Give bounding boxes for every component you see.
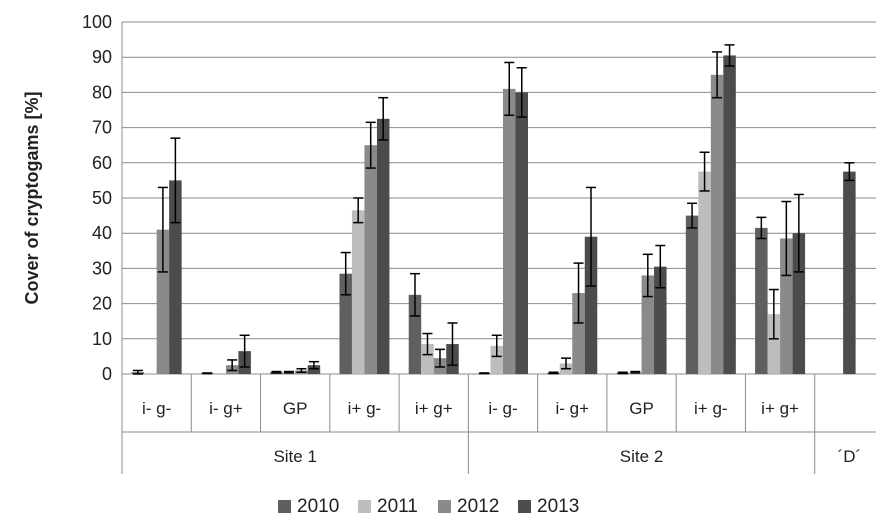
bar	[376, 118, 390, 374]
legend-label: 2011	[377, 496, 418, 517]
y-tick-label: 30	[92, 258, 112, 278]
x-category-label: i+ g-	[694, 399, 728, 418]
x-group-label: Site 2	[620, 447, 663, 466]
y-tick-label: 0	[102, 364, 112, 384]
bar	[364, 145, 377, 374]
bar	[213, 373, 226, 374]
bar	[843, 171, 856, 374]
y-tick-label: 20	[92, 294, 112, 314]
bar	[641, 275, 655, 374]
x-group-label: Site 1	[273, 447, 316, 466]
bar	[654, 266, 667, 374]
y-tick-label: 10	[92, 329, 112, 349]
x-category-label: i+ g+	[761, 399, 799, 418]
legend-label: 2013	[537, 496, 579, 517]
bar	[156, 229, 170, 374]
bar	[408, 294, 422, 374]
bar	[421, 344, 434, 374]
x-category-label: i- g-	[488, 399, 517, 418]
legend-label: 2012	[457, 496, 499, 517]
bar	[169, 180, 182, 374]
bar	[339, 273, 352, 374]
x-category-label: i- g+	[555, 399, 589, 418]
legend-swatch	[278, 500, 291, 513]
x-category-label: i- g+	[209, 399, 243, 418]
y-tick-label: 100	[82, 12, 112, 32]
bar	[572, 293, 585, 374]
x-category-label: GP	[629, 399, 654, 418]
legend-swatch	[518, 500, 531, 513]
labels: 0 10 20 30 40 50 60 70 80 90 100 i- g-i- g+ GP i+ g-i…	[82, 12, 861, 466]
y-tick-label: 80	[92, 82, 112, 102]
bar	[792, 233, 806, 374]
bar	[490, 345, 503, 374]
bar	[685, 215, 699, 374]
x-category-label: GP	[283, 399, 308, 418]
bar	[515, 92, 528, 375]
bar	[767, 314, 781, 374]
x-category-label: i+ g-	[348, 399, 382, 418]
y-tick-label: 70	[92, 118, 112, 138]
bar	[698, 171, 711, 374]
bar	[351, 210, 365, 374]
y-tick-label: 90	[92, 47, 112, 67]
legend-label: 2010	[297, 496, 339, 517]
bar	[723, 55, 736, 374]
error-bars	[132, 44, 855, 375]
x-category-label: i+ g+	[415, 399, 453, 418]
legend-swatch	[438, 500, 451, 513]
bar	[144, 373, 157, 374]
bars	[131, 55, 856, 375]
legend: 2010 2011 2012 2013	[278, 496, 579, 517]
y-axis-title: Cover of cryptogams [%]	[22, 91, 42, 304]
y-tick-label: 50	[92, 188, 112, 208]
bar	[584, 236, 598, 374]
bar	[307, 365, 321, 374]
bar	[780, 238, 793, 374]
y-tick-label: 60	[92, 153, 112, 173]
bar	[503, 88, 516, 374]
x-group-label: ´D´	[838, 447, 862, 466]
legend-swatch	[358, 500, 371, 513]
bar	[710, 74, 724, 375]
bar	[755, 227, 768, 374]
y-tick-label: 40	[92, 223, 112, 243]
x-category-label: i- g-	[142, 399, 171, 418]
